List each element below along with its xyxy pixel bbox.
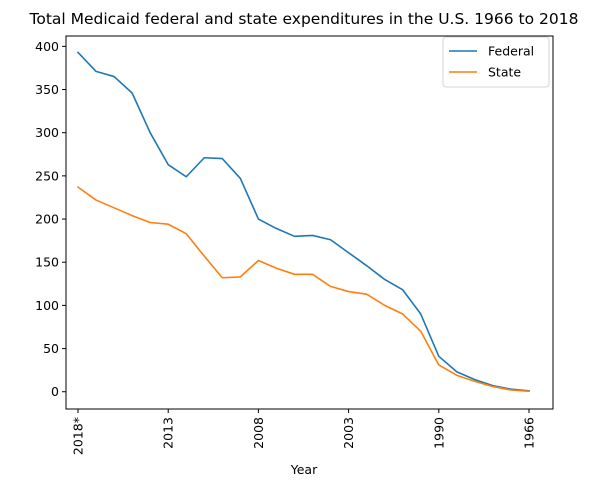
legend-box [442,36,550,88]
y-tick-label: 250 [35,168,59,183]
x-tick-label: 1990 [431,417,446,449]
y-tick-label: 200 [35,212,59,227]
x-tick-label: 2013 [161,417,176,449]
x-tick-label: 2018* [71,417,86,455]
series-lines [76,51,530,393]
y-tick-label: 350 [35,82,59,97]
legend-items: Federal State [449,44,534,80]
chart-title: Total Medicaid federal and state expendi… [29,10,579,28]
x-tick-label: 2008 [251,417,266,449]
y-axis: 0 50 100 150 200 250 300 350 400 [35,39,66,399]
y-tick-label: 0 [51,384,59,399]
y-tick-label: 300 [35,125,59,140]
x-tick-label: 2003 [341,417,356,449]
y-tick-label: 100 [35,298,59,313]
legend: Federal State [442,36,550,88]
x-axis-label: Year [290,462,318,477]
y-tick-label: 150 [35,255,59,270]
legend-label-federal: Federal [488,44,534,59]
x-tick-label: 1966 [522,417,537,449]
series-line-state [76,185,530,393]
y-tick-label: 50 [43,341,59,356]
x-axis: 2018* 2013 2008 2003 1990 1966 [71,409,537,455]
series-line-federal [76,51,530,392]
axes-frame [65,35,554,410]
y-tick-label: 400 [35,39,59,54]
legend-label-state: State [488,65,521,80]
plot-area [65,35,554,410]
